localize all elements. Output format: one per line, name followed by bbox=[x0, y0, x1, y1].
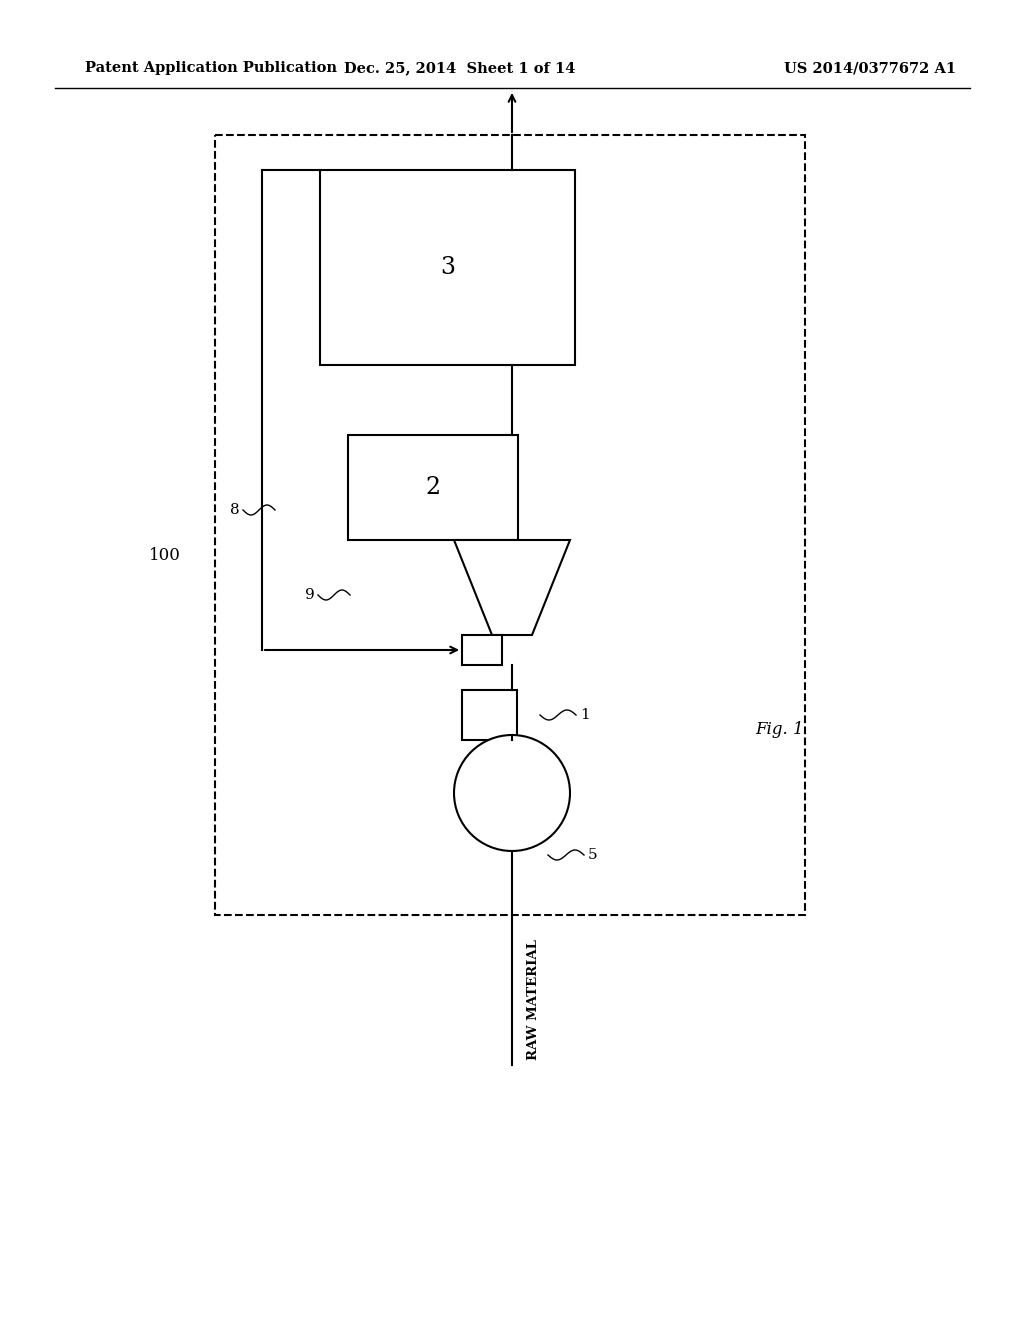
Text: US 2014/0377672 A1: US 2014/0377672 A1 bbox=[784, 61, 956, 75]
Text: Dec. 25, 2014  Sheet 1 of 14: Dec. 25, 2014 Sheet 1 of 14 bbox=[344, 61, 575, 75]
Circle shape bbox=[454, 735, 570, 851]
Text: 9: 9 bbox=[305, 587, 315, 602]
Text: 8: 8 bbox=[230, 503, 240, 517]
Text: 2: 2 bbox=[425, 477, 440, 499]
Text: Fig. 1: Fig. 1 bbox=[756, 722, 804, 738]
Bar bbox=[462, 635, 502, 665]
Bar bbox=[348, 436, 518, 540]
Polygon shape bbox=[454, 540, 570, 635]
Text: 3: 3 bbox=[440, 256, 455, 279]
Bar bbox=[319, 170, 575, 366]
Bar bbox=[215, 135, 805, 915]
Text: Patent Application Publication: Patent Application Publication bbox=[85, 61, 337, 75]
Text: 1: 1 bbox=[580, 708, 590, 722]
Text: 5: 5 bbox=[588, 847, 598, 862]
Bar bbox=[462, 690, 517, 741]
Text: 100: 100 bbox=[150, 546, 181, 564]
Text: RAW MATERIAL: RAW MATERIAL bbox=[527, 939, 540, 1060]
